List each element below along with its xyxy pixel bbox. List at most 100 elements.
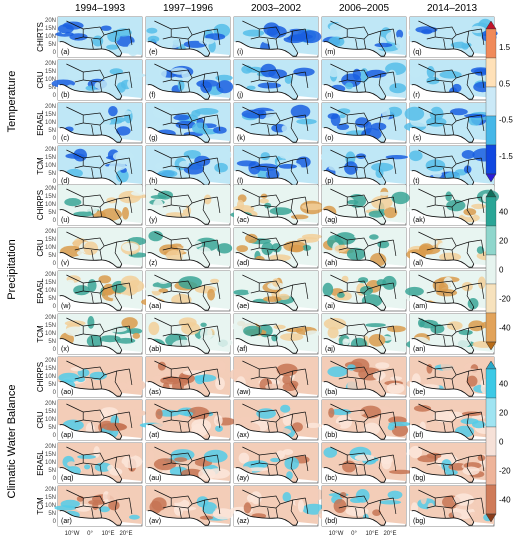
country-border [202,30,211,54]
map-shading [261,242,274,256]
country-border [347,452,369,462]
country-border [451,38,455,50]
panel-letter: (au) [149,475,161,482]
country-border [426,79,436,83]
colorbar-segment [485,28,497,59]
map-shading [77,454,96,459]
country-border [259,26,281,36]
country-border [481,71,485,89]
row-label: CHIRPS [36,362,45,392]
country-border [466,159,475,183]
map-panel: (aj) [321,313,407,355]
country-border [250,204,260,208]
map-panel: (b) [51,59,146,101]
country-border [217,157,221,175]
country-border [347,26,369,36]
panel-letter: (u) [61,217,70,224]
panel-letter: (aw) [237,389,251,396]
map-shading [152,106,177,120]
country-border [74,333,84,337]
map-shading [448,411,464,420]
map-shading [75,503,92,512]
map-shading [413,405,432,412]
map-shading [100,25,112,31]
lat-tick-label: 20N [45,229,56,235]
country-border [267,124,270,136]
map-shading [203,449,228,463]
map-panel: (bd) [318,485,407,527]
lat-tick-label: 10N [45,163,56,169]
country-border [466,73,475,97]
panel-letter: (am) [413,303,427,310]
country-border [171,452,193,462]
map-shading [391,191,410,205]
country-border [290,73,299,97]
country-border [481,454,485,472]
country-border [290,413,299,437]
colorbar-segment [485,196,497,227]
panel-letter: (i) [237,49,243,56]
country-border [217,325,221,343]
map-shading [327,326,339,339]
row-label: ERA5L [36,110,45,136]
map-shading [466,447,478,456]
map-shading [388,421,411,427]
map-shading [460,31,472,44]
country-border [83,69,105,79]
map-panel: (bf) [409,399,496,441]
map-panel: (y) [145,184,231,226]
map-panel: (ao) [57,356,146,398]
country-border [129,114,133,132]
map-shading [300,367,315,375]
country-border [347,155,369,165]
country-border [338,247,348,251]
country-border [114,241,123,265]
country-border [217,239,221,257]
country-border [129,368,133,386]
map-shading [282,449,294,455]
map-shading [216,80,234,94]
map-shading [242,29,265,37]
country-border [162,290,172,294]
country-border [290,159,299,183]
coastline [411,467,475,483]
country-border [83,409,105,419]
map-shading [420,491,427,505]
coastline [323,170,387,186]
panel-letter: (ag) [325,217,337,224]
map-shading [404,106,425,121]
country-border [259,366,281,376]
map-shading [356,410,365,415]
map-shading [290,104,311,119]
country-border [393,411,397,429]
map-panel: (ab) [145,313,233,355]
country-border [217,28,221,46]
map-shading [115,150,129,164]
map-shading [87,316,95,329]
country-border [91,507,94,519]
country-border [162,79,172,83]
country-border [114,456,123,480]
country-border [481,282,485,300]
map-shading [446,199,466,212]
country-border [74,122,84,126]
country-border [443,464,446,476]
country-border [250,376,260,380]
country-border [83,452,105,462]
row-label: CRU [36,71,45,89]
country-border [99,421,103,433]
map-shading [385,509,400,519]
country-border [179,124,182,136]
colorbar-segment [485,397,497,428]
country-border [171,237,193,247]
lat-tick-label: 15N [45,409,56,415]
map-shading [463,165,472,174]
map-shading [271,243,282,253]
panel-letter: (ax) [237,432,249,439]
map-shading [323,447,338,458]
country-border [290,116,299,140]
map-panel: (bg) [409,485,495,527]
panel-letter: (l) [237,178,243,185]
map-shading [342,460,356,473]
country-border [171,69,193,79]
